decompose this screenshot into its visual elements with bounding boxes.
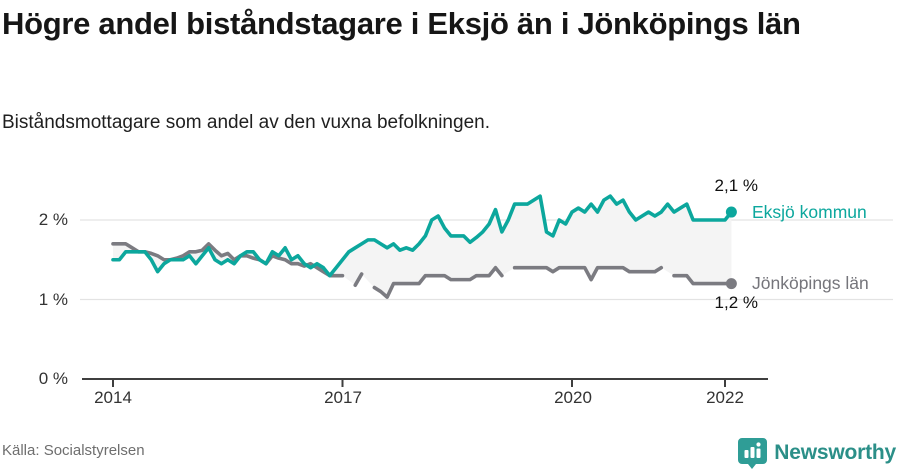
eksjo-line [111,194,734,278]
x-axis-label-2017: 2017 [324,388,362,407]
jonkoping-line [111,242,345,278]
between-series-fill [113,196,732,298]
y-axis-label-1: 1 % [38,290,68,309]
eksjo-series-label: Eksjö kommun [752,202,867,222]
x-axis-label-2014: 2014 [94,388,132,407]
eksjo-end-value: 2,1 % [714,176,758,195]
jonkoping-line [353,272,364,287]
chart-title: Högre andel biståndstagare i Eksjö än i … [2,6,801,41]
chart-subtitle: Biståndsmottagare som andel av den vuxna… [2,112,490,133]
jonkoping-end-value: 1,2 % [714,293,758,312]
y-axis-label-2: 2 % [38,210,68,229]
eksjo-end-dot [725,206,737,218]
source-note: Källa: Socialstyrelsen [2,442,145,459]
jonkoping-end-dot [725,278,737,290]
newsworthy-icon [738,438,768,469]
newsworthy-logo[interactable]: Newsworthy [738,436,896,470]
jonkoping-line [672,273,734,286]
y-axis-label-0: 0 % [38,369,68,388]
x-axis-label-2020: 2020 [554,388,592,407]
x-axis-label-2022: 2022 [706,388,744,407]
jonkoping-line [512,265,664,282]
newsworthy-wordmark: Newsworthy [774,441,896,464]
jonkoping-series-label: Jönköpings län [752,273,869,293]
jonkoping-line [372,265,504,299]
